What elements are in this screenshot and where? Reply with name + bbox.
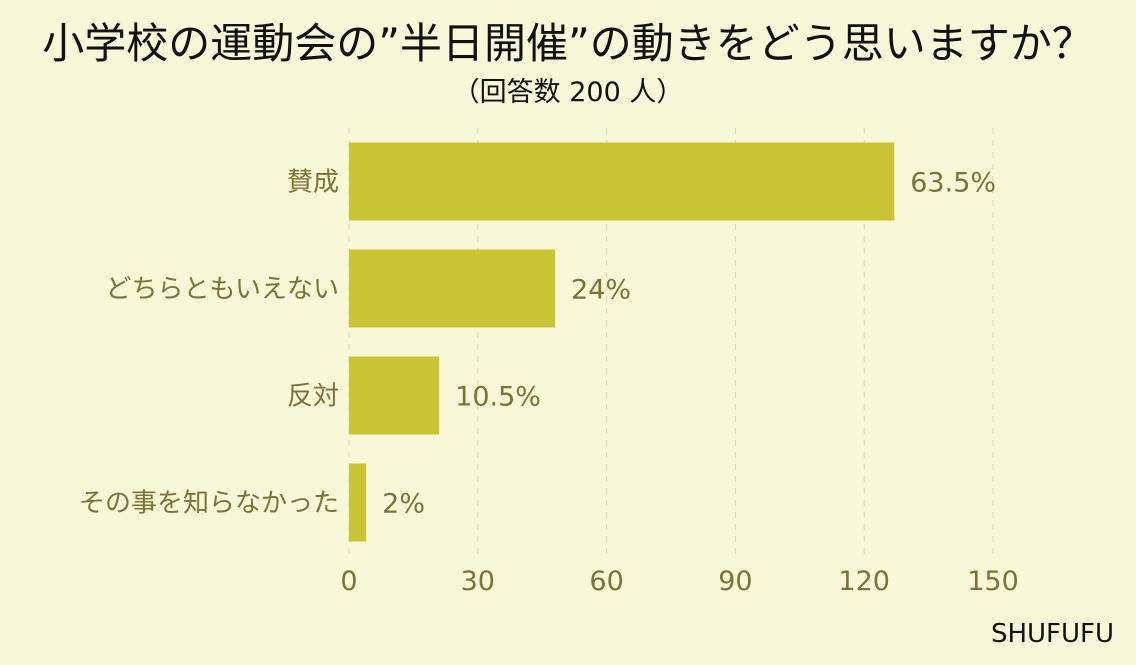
x-tick-label-150: 150 xyxy=(967,566,1019,597)
x-tick-label-0: 0 xyxy=(340,566,357,597)
data-label-3: 2% xyxy=(382,489,425,520)
x-tick-label-60: 60 xyxy=(589,566,623,597)
chart-subtitle: （回答数 200 人） xyxy=(452,77,684,108)
x-tick-label-90: 90 xyxy=(718,566,752,597)
category-label-0: 賛成 xyxy=(287,168,339,198)
bar-2 xyxy=(349,356,440,435)
category-label-2: 反対 xyxy=(287,382,339,412)
source-credit: SHUFUFU xyxy=(990,619,1114,649)
x-tick-label-30: 30 xyxy=(461,566,495,597)
bar-0 xyxy=(349,142,895,221)
category-label-1: どちらともいえない xyxy=(106,275,339,305)
chart-title: 小学校の運動会の”半日開催”の動きをどう思いますか？ xyxy=(42,19,1094,68)
data-label-2: 10.5% xyxy=(455,382,541,413)
data-label-0: 63.5% xyxy=(910,168,996,199)
data-label-1: 24% xyxy=(571,275,631,306)
x-tick-label-120: 120 xyxy=(838,566,890,597)
bar-3 xyxy=(349,463,367,542)
category-label-3: その事を知らなかった xyxy=(79,489,339,519)
bar-1 xyxy=(349,249,556,328)
